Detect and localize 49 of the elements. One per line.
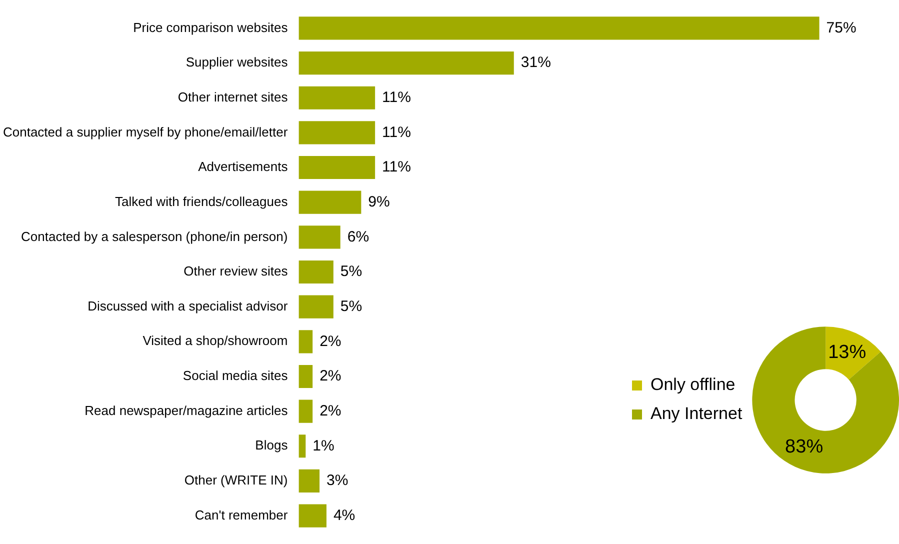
data-label: 11% [382, 89, 411, 106]
y-tick-label: Read newspaper/magazine articles [84, 402, 288, 418]
y-tick-label: Other (WRITE IN) [184, 472, 288, 488]
data-label: 11% [382, 158, 411, 176]
bar [298, 16, 820, 40]
y-tick-label: Contacted a supplier myself by phone/email/letter [2, 124, 288, 140]
bar [298, 86, 376, 110]
y-tick-label: Price comparison websites [133, 20, 288, 35]
bar [298, 52, 514, 75]
data-label: 2% [320, 368, 342, 385]
data-label: 5% [340, 298, 362, 315]
data-label: 75% [826, 19, 856, 36]
bar [298, 400, 313, 423]
data-label: 5% [340, 263, 362, 280]
bar [298, 190, 362, 214]
y-tick-label: Contacted by a salesperson (phone/in person) [21, 228, 288, 244]
data-label: 83% [785, 436, 824, 458]
y-tick-label: Advertisements [198, 159, 288, 174]
data-label: 6% [347, 228, 370, 246]
data-label: 3% [326, 472, 348, 490]
bar [298, 434, 306, 458]
bar [298, 504, 326, 528]
data-label: 13% [828, 342, 866, 363]
y-tick-label: Other review sites [184, 264, 288, 279]
y-tick-label: Social media sites [182, 368, 288, 384]
data-label: 31% [520, 54, 551, 72]
bar [298, 260, 334, 284]
legend-label: Any Internet [650, 404, 742, 424]
bar [298, 295, 334, 318]
bar [298, 330, 313, 354]
bar [298, 226, 340, 249]
bar [298, 156, 376, 180]
y-tick-label: Talked with friends/colleagues [114, 194, 288, 209]
y-tick-label: Blogs [255, 438, 288, 453]
y-tick-label: Supplier websites [186, 54, 288, 70]
data-label: 9% [368, 193, 390, 210]
y-tick-label: Discussed with a specialist advisor [88, 298, 288, 314]
data-label: 11% [382, 124, 411, 141]
y-tick-label: Other internet sites [178, 89, 288, 104]
y-tick-label: Visited a shop/showroom [142, 333, 288, 348]
bar [298, 364, 313, 388]
legend-label: Only offline [650, 375, 736, 394]
data-label: 4% [333, 506, 356, 524]
bar [298, 121, 376, 144]
data-label: 1% [312, 437, 334, 454]
data-label: 2% [320, 402, 342, 420]
data-label: 2% [320, 332, 342, 350]
bar [298, 469, 320, 492]
y-tick-label: Can't remember [194, 507, 288, 522]
